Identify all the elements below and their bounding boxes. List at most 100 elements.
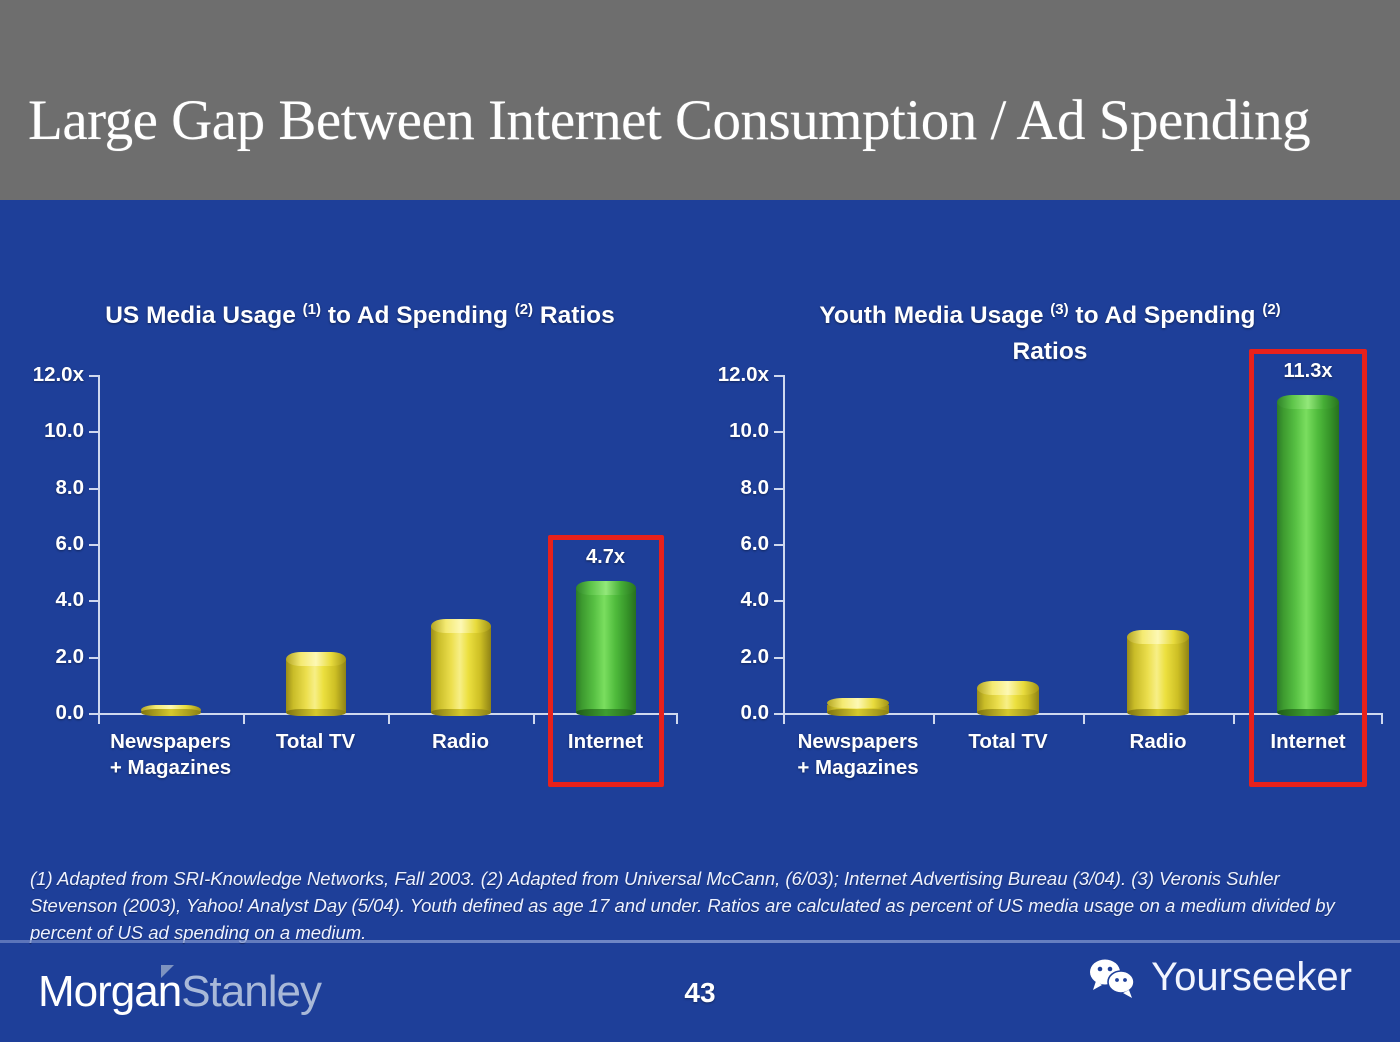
bar [977,680,1039,716]
y-tick-label: 12.0x [717,363,769,386]
bar-base [827,709,889,716]
y-tick [89,375,98,377]
y-tick-label: 8.0 [55,475,85,499]
y-tick [774,487,783,490]
bar-cap [977,680,1039,695]
slide-body: US Media Usage (1) to Ad Spending (2) Ra… [0,200,1400,1042]
x-tick [388,715,390,724]
chart-us-media-usage: US Media Usage (1) to Ad Spending (2) Ra… [10,200,700,820]
x-category-label: Total TV [275,730,356,753]
x-tick [243,715,245,724]
bar-body [285,659,346,713]
y-tick-label: 6.0 [740,532,770,555]
page-title: Large Gap Between Internet Consumption /… [28,89,1311,152]
y-tick [774,375,783,377]
y-tick [89,713,98,715]
x-axis-left [98,713,678,715]
wechat-icon [1087,957,1139,999]
brand-name: Yourseeker [1151,955,1352,999]
bar-base [1127,709,1189,716]
x-axis-right [783,713,1383,715]
x-tick [98,715,100,724]
y-tick [774,713,783,715]
y-tick-label: 0.0 [55,701,85,724]
footnote-text: (1) Adapted from SRI-Knowledge Networks,… [30,868,1335,943]
y-tick-label: 10.0 [729,419,769,443]
x-tick [533,715,535,724]
bar-base [1277,709,1339,716]
bar-cap [430,618,491,633]
morgan-stanley-triangle-icon [161,965,174,978]
y-tick-label: 6.0 [55,532,85,555]
chart-title-left: US Media Usage (1) to Ad Spending (2) Ra… [105,301,615,330]
bar-base [140,709,201,716]
bar-cap [1277,394,1339,409]
bar-highlight [575,580,636,716]
y-tick [89,431,98,434]
y-tick-label: 0.0 [740,701,770,724]
bar-value-label: 4.7x [586,545,625,568]
y-tick [89,544,98,546]
x-tick [933,715,935,724]
chart-youth-media-usage: Youth Media Usage (3) to Ad Spending (2)… [705,200,1395,820]
x-tick [783,715,785,724]
logo-stanley: Stanley [181,967,322,1016]
bar-base [285,709,346,716]
y-tick [774,600,783,603]
bar-body [1277,401,1339,713]
x-category-label: Newspapers + Magazines [797,730,919,779]
bar-base [977,709,1039,716]
bar-cap [575,580,636,595]
bar-base [430,709,491,716]
header-band [0,0,1400,200]
y-tick-label: 12.0x [32,363,84,386]
y-tick [774,544,783,546]
bar-base [575,709,636,716]
bar-body [430,625,491,713]
y-tick [774,656,783,659]
y-axis-left [98,375,100,715]
footer-divider [0,940,1400,943]
y-tick [89,600,98,603]
bar-body [1127,636,1189,713]
logo-morgan: Morgan [38,967,182,1016]
y-axis-right [783,375,785,715]
bar [285,652,346,716]
bar-cap [285,652,346,667]
plot-area-right: 0.0 2.0 4.0 6.0 8.0 10.0 12.0x Newspapers + Mag… [718,348,1383,787]
brand-block: Yourseeker [1087,955,1352,1000]
x-category-label: Total TV [968,730,1048,753]
bar-cap [1127,629,1189,644]
x-tick [676,715,678,724]
y-tick-label: 2.0 [55,644,85,668]
x-tick [1083,715,1085,724]
page-number: 43 [684,977,716,1008]
x-tick [1233,715,1235,724]
x-category-label: Internet [1270,730,1346,753]
y-tick [89,487,98,490]
x-category-label: Internet [567,730,644,753]
slide-footer: MorganStanley 43 Yourseeker [0,945,1400,1042]
y-tick [774,431,783,434]
x-category-label: Radio [1129,730,1187,753]
x-category-label: Newspapers + Magazines [109,730,232,779]
bar [140,704,201,716]
chart-title-right: Youth Media Usage (3) to Ad Spending (2)… [819,301,1281,366]
bar-value-label: 11.3x [1283,359,1333,382]
morgan-stanley-logo: MorganStanley [38,967,322,1017]
bar-highlight [1277,394,1339,716]
bar [430,618,491,716]
y-tick-label: 4.0 [740,588,770,612]
y-tick-label: 8.0 [740,475,770,499]
y-tick-label: 10.0 [44,419,84,443]
bar [827,697,889,716]
bar-cap [827,697,889,708]
x-category-label: Radio [432,730,489,753]
y-tick [89,656,98,659]
bar-body [827,704,889,713]
y-tick-label: 4.0 [55,588,85,612]
y-tick-label: 2.0 [740,644,770,668]
plot-area-left: 0.0 2.0 4.0 6.0 8.0 10.0 12.0x Newspapers + Mag… [33,363,678,787]
bar-body [575,587,636,713]
bar [1127,629,1189,716]
